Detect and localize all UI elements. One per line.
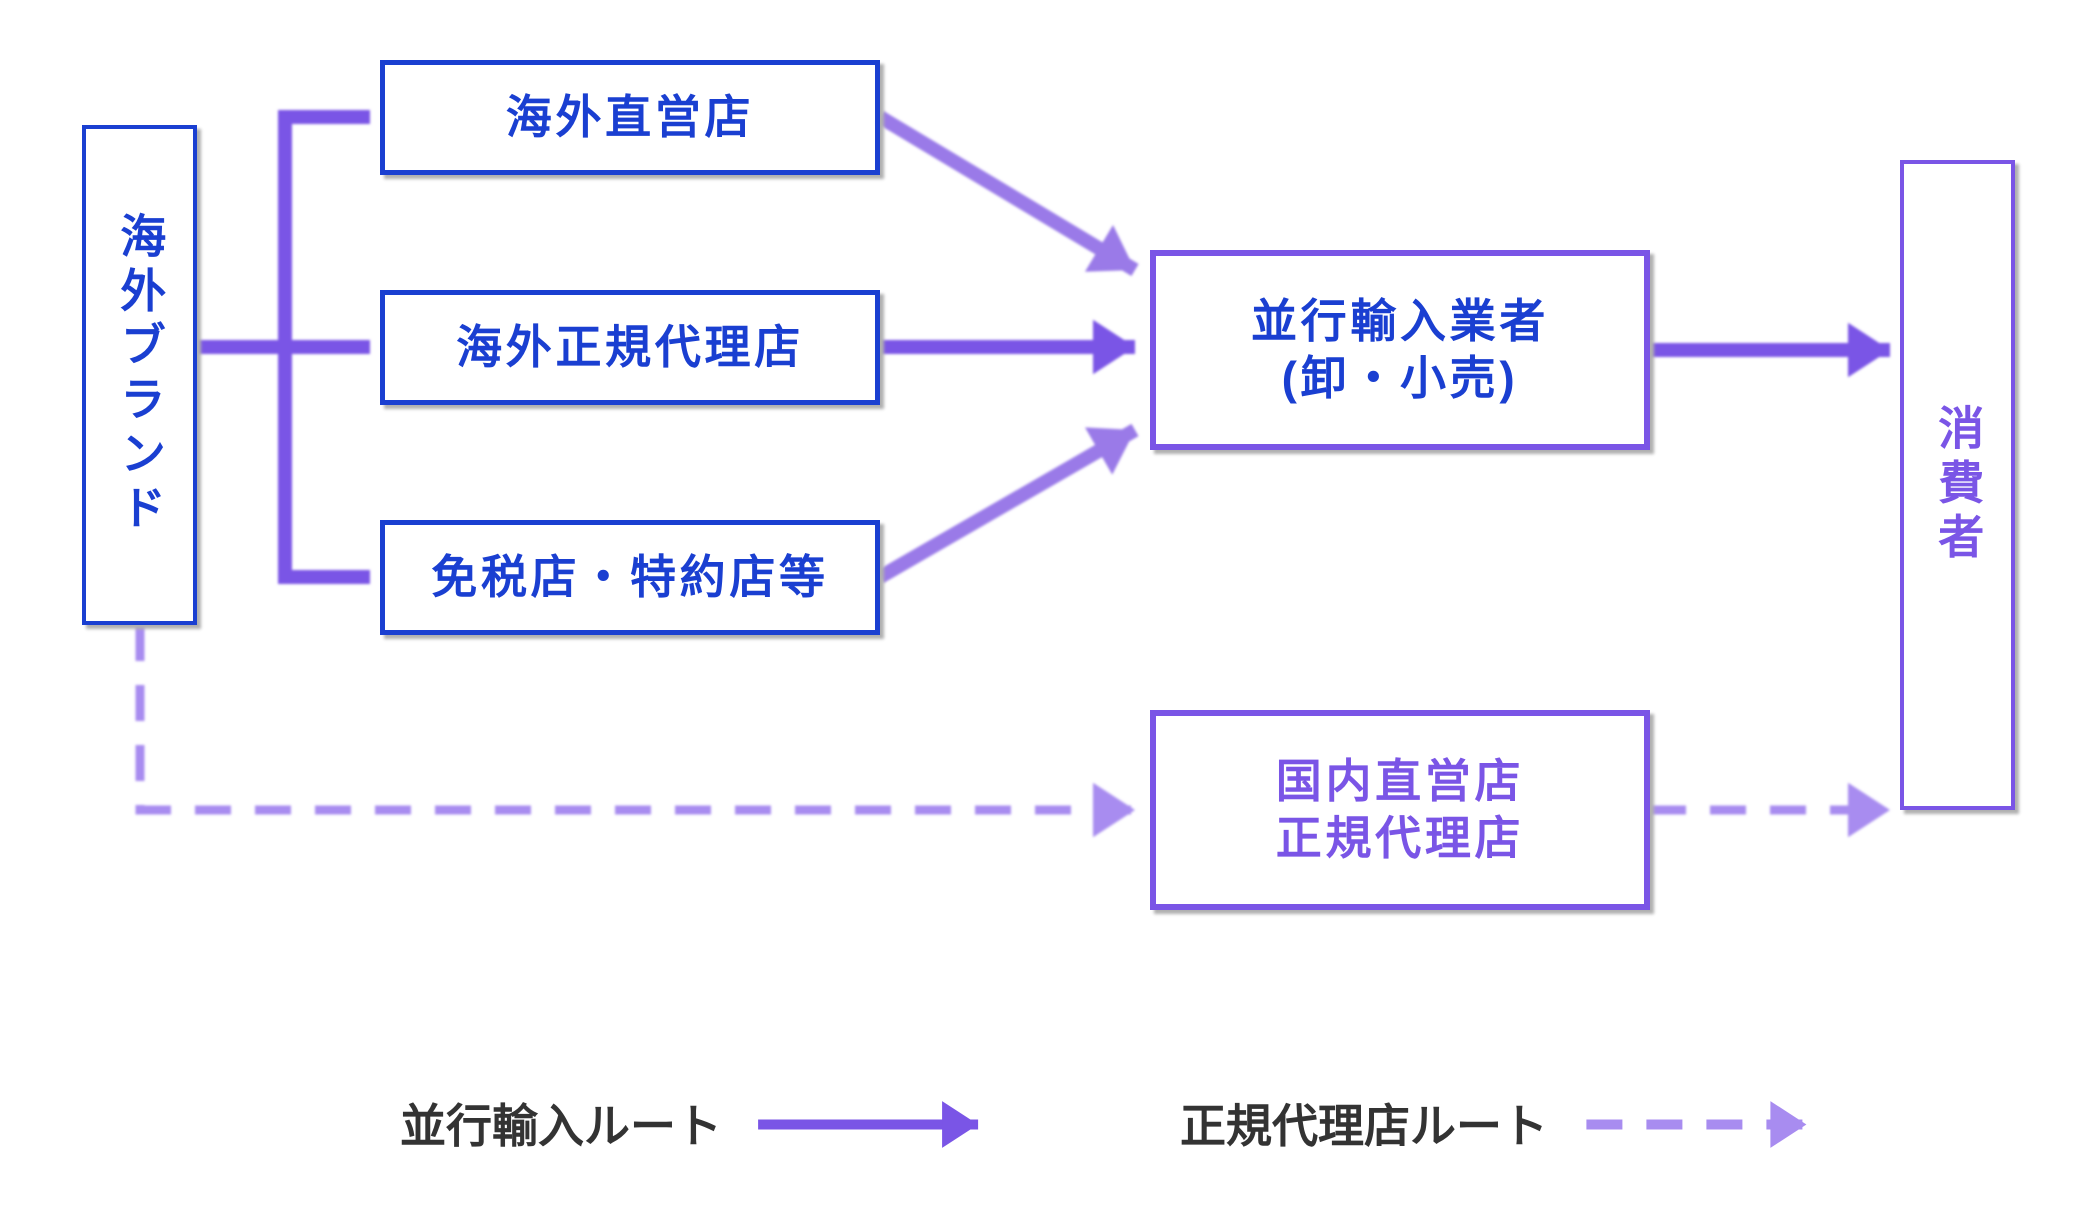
- node-overseas_agent: 海外正規代理店: [380, 290, 880, 405]
- node-overseas_direct: 海外直営店: [380, 60, 880, 175]
- legend-item: 正規代理店ルート: [1180, 1090, 1548, 1156]
- node-dutyfree: 免税店・特約店等: [380, 520, 880, 635]
- node-domestic_store: 国内直営店 正規代理店: [1150, 710, 1650, 910]
- node-parallel_importer: 並行輸入業者 (卸・小売): [1150, 250, 1650, 450]
- flowchart-canvas: 海外ブランド 海外直営店海外正規代理店免税店・特約店等 並行輸入業者 (卸・小売) 国…: [0, 0, 2100, 1206]
- node-consumer: 消費者: [1900, 160, 2015, 810]
- node-overseas_brand: 海外ブランド: [82, 125, 197, 625]
- edges-layer: [0, 0, 2100, 1206]
- legend-item: 並行輸入ルート: [400, 1090, 722, 1156]
